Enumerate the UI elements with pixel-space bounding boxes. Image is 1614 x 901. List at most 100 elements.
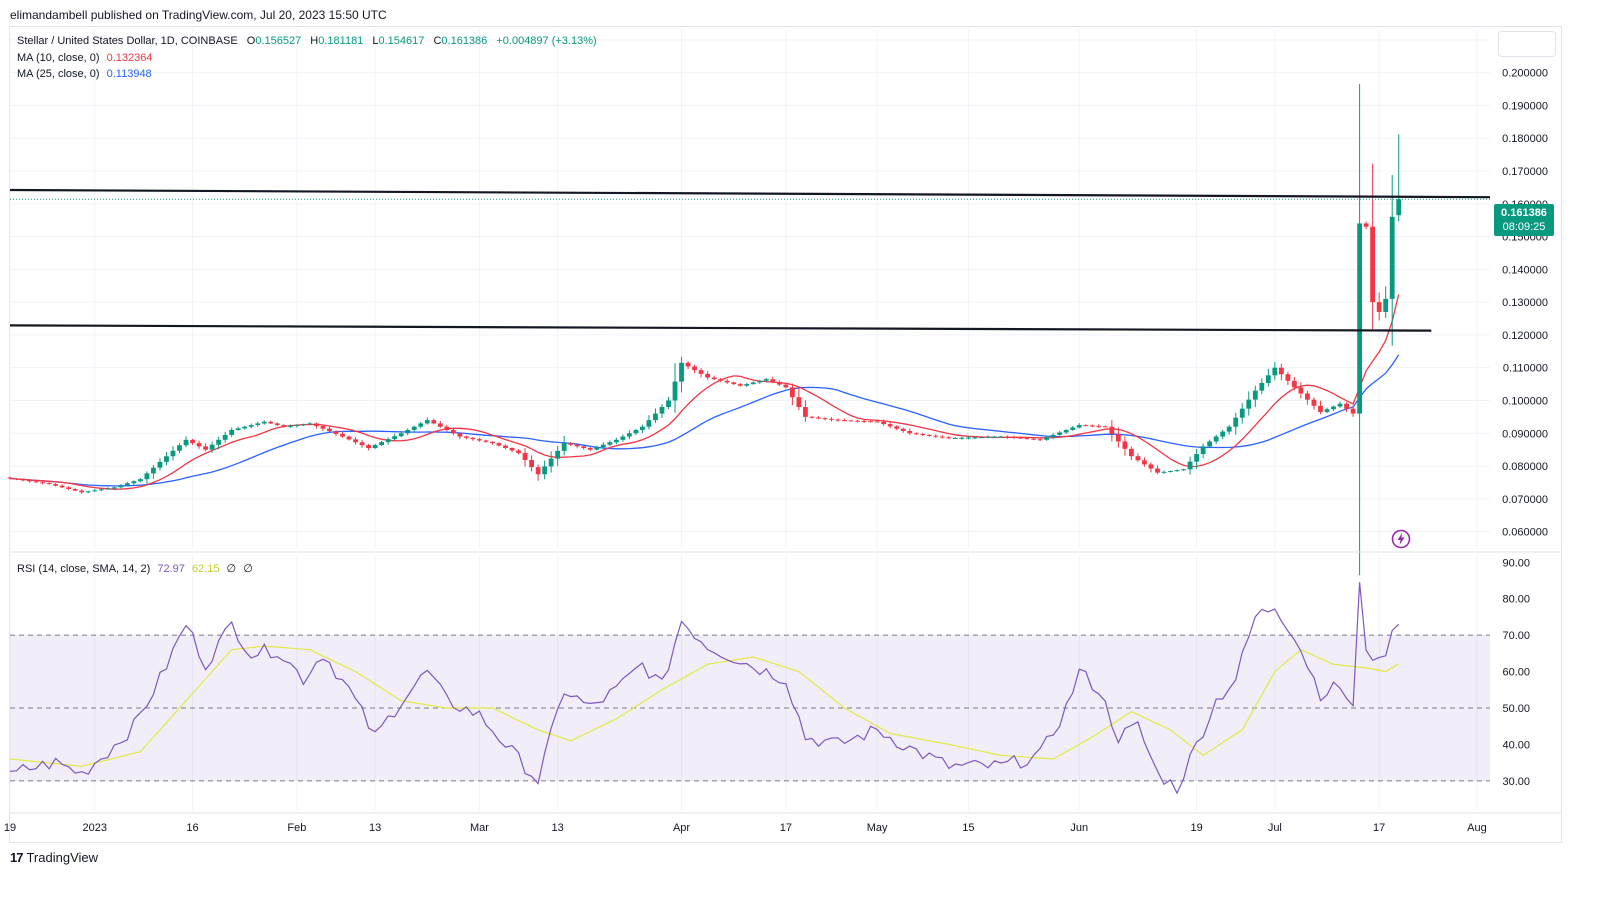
candle-body — [1363, 223, 1369, 227]
rsi-band — [10, 634, 1490, 782]
rsi-tick-label: 80.00 — [1502, 594, 1530, 606]
time-tick-label: Apr — [673, 822, 690, 834]
candle-body — [1135, 456, 1141, 461]
candle-body — [1011, 437, 1017, 439]
candle-body — [190, 439, 195, 444]
candle-body — [705, 373, 711, 378]
candle-body — [235, 428, 241, 430]
candle-body — [1148, 464, 1154, 469]
candle-body — [1050, 434, 1056, 438]
candle-body — [1265, 375, 1271, 383]
time-tick-label: 13 — [369, 822, 381, 834]
candle-body — [450, 429, 456, 434]
candle-body — [568, 443, 574, 445]
ma25-line — [9, 354, 1400, 487]
price-tick-label: 0.080000 — [1502, 461, 1548, 473]
candle-body — [907, 430, 913, 434]
last-price-value: 0.161386 — [1501, 207, 1547, 219]
price-tick-label: 0.180000 — [1502, 133, 1548, 145]
candle-body — [274, 423, 280, 426]
horizontal-line[interactable] — [9, 324, 1432, 332]
candle-body — [913, 433, 919, 435]
candle-body — [1259, 382, 1265, 391]
candle-body — [1142, 460, 1147, 465]
rsi-sma-value: 62.15 — [191, 563, 220, 575]
candle-body — [405, 429, 411, 434]
candle-body — [1298, 387, 1304, 394]
candle-body — [992, 436, 997, 438]
candle-body — [666, 400, 671, 408]
rsi-sma-polyline — [9, 645, 1400, 767]
candle-body — [294, 425, 300, 427]
candle-body — [600, 444, 606, 448]
candle-body — [177, 445, 182, 451]
candle-body — [763, 379, 769, 381]
candle-body — [66, 487, 72, 489]
footer-brand[interactable]: TradingView — [26, 850, 99, 865]
candle-body — [653, 413, 658, 421]
low-value: 0.154617 — [378, 35, 425, 47]
tradingview-logo-icon: 17 — [10, 850, 24, 865]
ma25-label: MA (25, close, 0) — [17, 68, 100, 80]
time-axis: 19 2023 16 Feb 13 Mar 13 Apr 17 May 15 Jun 19 Jul 17 Au… — [4, 822, 1487, 834]
candle-body — [144, 473, 150, 480]
candle-body — [626, 433, 632, 437]
price-tick-label: 0.110000 — [1503, 363, 1548, 375]
candle-body — [79, 490, 85, 493]
symbol-title: Stellar / United States Dollar, 1D, COIN… — [17, 35, 238, 47]
candle-body — [1344, 403, 1349, 409]
candle-body — [209, 444, 215, 450]
time-tick-label: 15 — [962, 822, 974, 834]
candle-body — [1272, 367, 1278, 376]
candle-body — [463, 436, 469, 438]
candle-body — [1102, 426, 1108, 428]
candle-body — [229, 429, 235, 435]
rsi-tick-label: 90.00 — [1502, 557, 1530, 569]
price-tick-label: 0.120000 — [1502, 330, 1548, 342]
time-tick-label: 19 — [4, 822, 16, 834]
candle-body — [483, 440, 489, 442]
footer: 17 TradingView — [10, 850, 98, 865]
candle-body — [431, 420, 437, 424]
rsi-polyline — [9, 582, 1400, 795]
rsi-label: RSI (14, close, SMA, 14, 2) — [17, 563, 151, 575]
candle-body — [183, 439, 189, 446]
candle-body — [1285, 374, 1291, 381]
rsi-tick-label: 70.00 — [1502, 630, 1530, 642]
price-tick-label: 0.200000 — [1502, 68, 1548, 80]
time-tick-label: Jun — [1070, 822, 1088, 834]
candle-body — [307, 423, 313, 425]
time-tick-label: 13 — [552, 822, 564, 834]
candle-body — [672, 381, 678, 401]
candle-body — [555, 450, 561, 459]
candle-body — [646, 420, 652, 427]
candle-body — [816, 417, 821, 419]
candle-body — [327, 428, 332, 432]
scale-settings-button[interactable] — [1498, 31, 1556, 57]
candle-body — [320, 426, 326, 429]
candle-body — [711, 377, 717, 380]
candle-body — [137, 479, 143, 482]
candle-body — [887, 424, 893, 427]
time-tick-label: 16 — [186, 822, 198, 834]
candle-body — [490, 441, 495, 444]
candle-body — [314, 423, 319, 427]
lightning-icon[interactable] — [1391, 529, 1411, 549]
price-tick-label: 0.070000 — [1502, 494, 1548, 506]
candle-body — [1161, 471, 1167, 473]
candle-body — [698, 370, 704, 374]
candle-body — [724, 380, 730, 383]
candle-body — [457, 433, 463, 437]
candle-body — [7, 477, 13, 479]
candle-body — [770, 379, 776, 382]
candle-body — [1181, 469, 1186, 471]
candle-body — [803, 407, 808, 417]
candle-body — [477, 439, 482, 441]
candle-body — [124, 483, 130, 486]
open-value: 0.156527 — [255, 35, 302, 47]
candle-body — [1357, 223, 1363, 414]
candle-body — [131, 481, 137, 484]
candle-body — [170, 450, 176, 457]
horizontal-line[interactable] — [9, 188, 1491, 199]
